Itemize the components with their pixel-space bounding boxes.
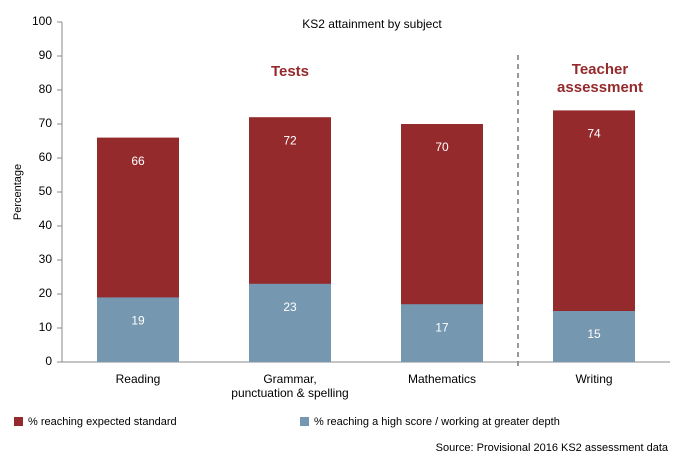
x-tick-label: Reading xyxy=(115,372,161,386)
bar xyxy=(553,311,635,362)
value-label: 70 xyxy=(435,140,449,154)
y-tick-label: 100 xyxy=(32,14,52,28)
source: Source: Provisional 2016 KS2 assessment … xyxy=(436,442,669,454)
y-tick-label: 60 xyxy=(39,150,53,164)
legend-label: % reaching expected standard xyxy=(28,416,177,428)
y-axis-label: Percentage xyxy=(12,164,24,220)
y-tick-label: 30 xyxy=(39,252,53,266)
value-label: 19 xyxy=(131,314,145,328)
legend-swatch xyxy=(14,417,23,426)
value-label: 23 xyxy=(283,300,297,314)
y-tick-label: 40 xyxy=(39,218,53,232)
bar xyxy=(249,283,331,362)
annotation: Teacher assessment xyxy=(557,61,643,96)
legend-label: % reaching a high score / working at gre… xyxy=(314,416,560,428)
y-tick-label: 20 xyxy=(39,286,53,300)
value-label: 15 xyxy=(587,327,601,341)
x-tick-label: Writing xyxy=(575,372,613,386)
value-label: 74 xyxy=(587,127,601,141)
chart-title: KS2 attainment by subject xyxy=(302,17,442,31)
value-label: 17 xyxy=(435,320,449,334)
bar xyxy=(97,297,179,362)
x-tick-label: Mathematics xyxy=(407,372,477,386)
y-tick-label: 50 xyxy=(39,184,53,198)
y-tick-label: 80 xyxy=(39,82,53,96)
y-tick-label: 90 xyxy=(39,48,53,62)
y-tick-label: 10 xyxy=(39,320,53,334)
annotation: Tests xyxy=(270,63,310,80)
value-label: 66 xyxy=(131,154,145,168)
bar xyxy=(401,304,483,362)
y-tick-label: 70 xyxy=(39,116,53,130)
y-tick-label: 0 xyxy=(45,354,52,368)
value-label: 72 xyxy=(283,133,297,147)
x-tick-label: Grammar, punctuation & spelling xyxy=(231,372,349,400)
legend-swatch xyxy=(300,417,309,426)
